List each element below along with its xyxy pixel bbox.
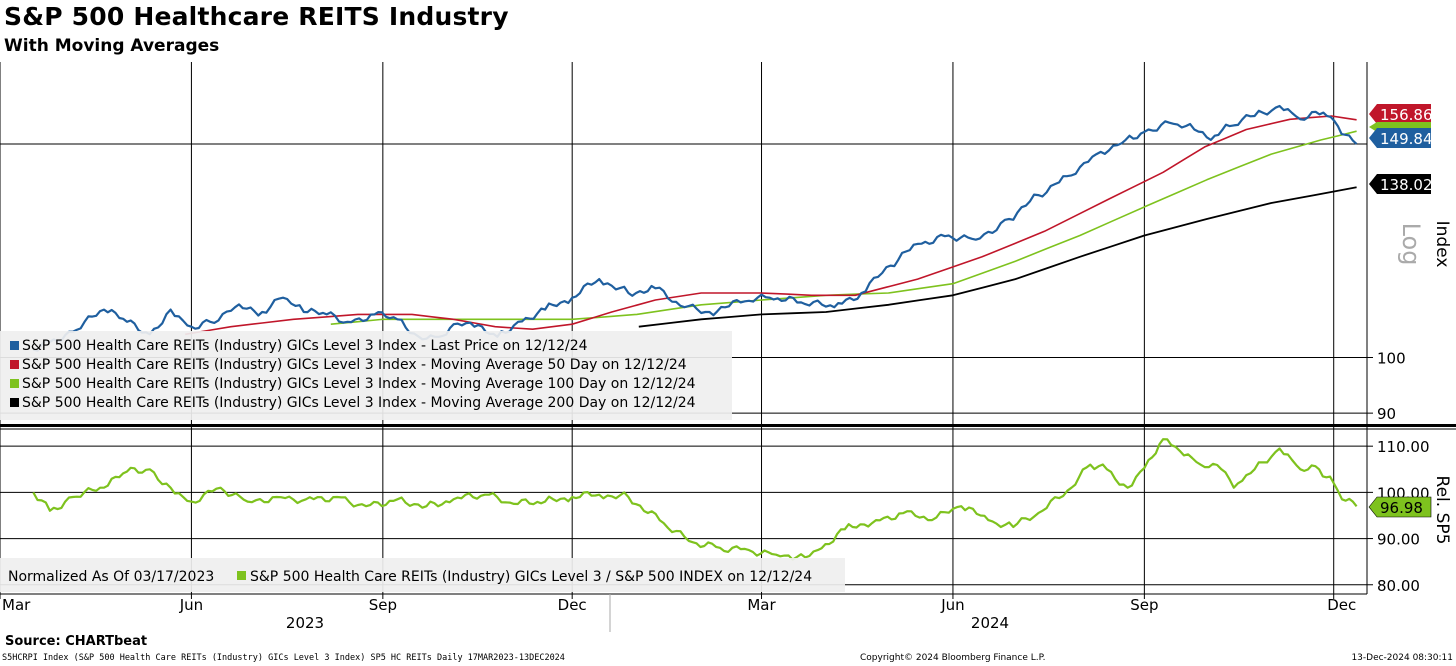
chart-subtitle: With Moving Averages: [4, 36, 220, 56]
panel-divider: [0, 424, 1456, 427]
year-label: 2023: [286, 614, 324, 632]
legend: S&P 500 Health Care REITs (Industry) GIC…: [0, 331, 845, 592]
series-line: [185, 115, 1357, 336]
y-tick-label: 110.00: [1377, 438, 1430, 456]
series-line: [32, 438, 1358, 561]
y-tick-label: 80.00: [1377, 577, 1420, 595]
footer-timestamp: 13-Dec-2024 08:30:11: [1351, 653, 1453, 663]
relative-value-tag: [1368, 496, 1432, 518]
x-tick-label: Sep: [369, 596, 397, 614]
x-tick-label: Mar: [747, 596, 776, 614]
legend-swatch: [10, 379, 19, 388]
x-tick-label: Jun: [179, 596, 203, 614]
last-price-value-tag-text: 149.84: [1380, 130, 1433, 148]
footer-copyright: Copyright© 2024 Bloomberg Finance L.P.: [860, 653, 1046, 663]
source-note: Source: CHARTbeat: [5, 634, 148, 649]
chart-title: S&P 500 Healthcare REITS Industry: [4, 2, 509, 31]
lower-axis-title: Rel. SP5: [1432, 476, 1452, 545]
x-tick-label: Sep: [1130, 596, 1158, 614]
y-tick-label: 90: [1377, 405, 1396, 423]
legend-label: S&P 500 Health Care REITs (Industry) GIC…: [22, 338, 588, 354]
legend-swatch: [10, 398, 19, 407]
lower-legend-label: S&P 500 Health Care REITs (Industry) GIC…: [250, 569, 812, 585]
ma200-value-tag: [1369, 174, 1431, 194]
legend-swatch: [10, 360, 19, 369]
series-lines: [32, 104, 1358, 561]
grid-lines: [0, 62, 1367, 594]
lower-legend-box: [0, 558, 845, 592]
value-tags: 156.86 149.84 138.02 96.98: [1368, 104, 1433, 518]
y-tick-label: 100: [1377, 349, 1406, 367]
year-label: 2024: [971, 614, 1009, 632]
series-line: [638, 186, 1357, 328]
x-tick-label: Dec: [558, 596, 587, 614]
legend-swatch: [10, 341, 19, 350]
lower-legend-prefix: Normalized As Of 03/17/2023: [8, 569, 214, 585]
legend-label: S&P 500 Health Care REITs (Industry) GIC…: [22, 395, 696, 411]
upper-axis-title: Index: [1432, 221, 1452, 268]
ma50-value-tag: [1369, 104, 1431, 124]
x-tick-label: Mar: [2, 596, 31, 614]
last-price-value-tag: [1369, 128, 1431, 148]
x-tick-label: Jun: [940, 596, 964, 614]
y-tick-label: 90.00: [1377, 531, 1420, 549]
lower-legend-swatch: [237, 571, 246, 580]
x-tick-label: Dec: [1327, 596, 1356, 614]
footer-security-info: S5HCRPI Index (S&P 500 Health Care REITs…: [2, 653, 565, 663]
series-line: [33, 104, 1358, 352]
legend-label: S&P 500 Health Care REITs (Industry) GIC…: [22, 376, 696, 392]
ma200-value-tag-text: 138.02: [1380, 176, 1433, 194]
relative-value-tag-text: 96.98: [1380, 499, 1423, 517]
ma50-value-tag-text: 156.86: [1380, 106, 1433, 124]
legend-label: S&P 500 Health Care REITs (Industry) GIC…: [22, 357, 687, 373]
log-scale-label: Log: [1397, 223, 1425, 266]
legend-box: [0, 331, 732, 420]
